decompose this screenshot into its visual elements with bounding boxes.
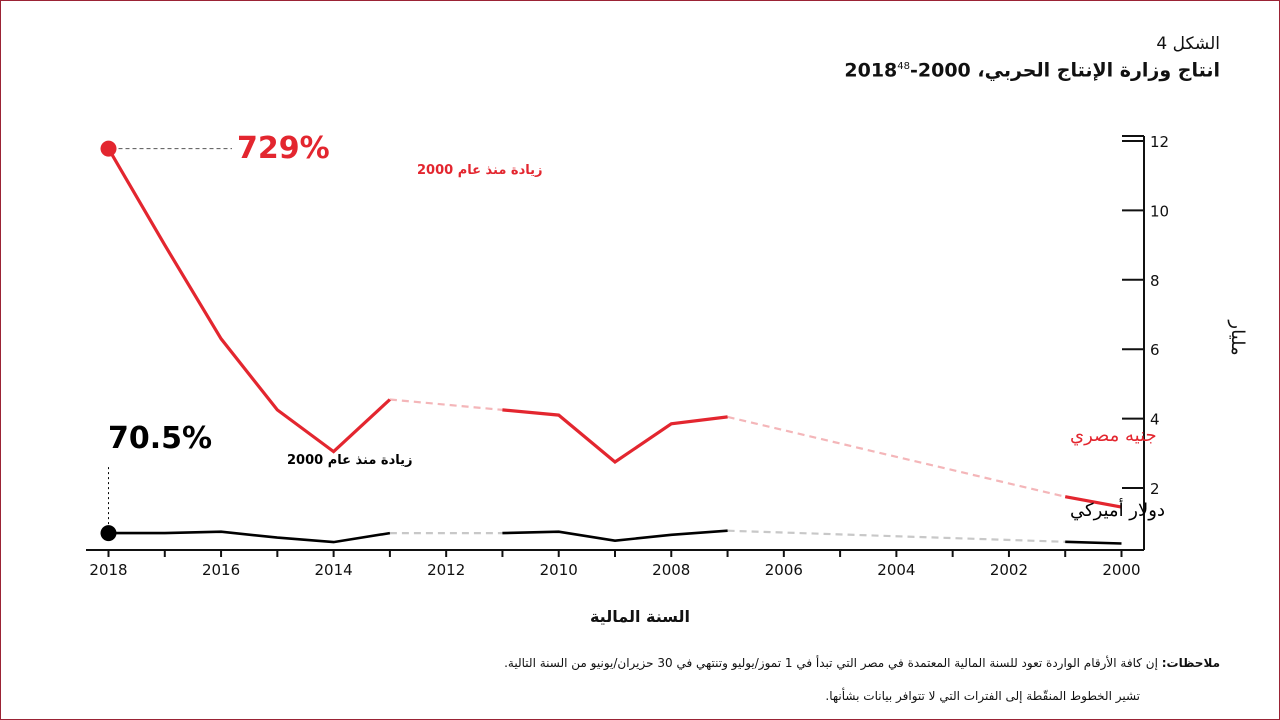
y-tick-label: 12	[1150, 133, 1169, 151]
footnote-ref: 48	[897, 61, 910, 72]
x-tick-label: 2000	[1102, 561, 1140, 579]
notes-line-2: تشير الخطوط المنقّطة إلى الفترات التي لا…	[80, 689, 1140, 703]
egp-line-segment	[107, 147, 391, 454]
y-tick-label: 8	[1150, 272, 1160, 290]
x-tick-label: 2008	[652, 561, 690, 579]
egp-line-segment	[502, 408, 728, 465]
notes-text-1: إن كافة الأرقام الواردة تعود للسنة المال…	[504, 656, 1158, 670]
x-tick-label: 2002	[990, 561, 1028, 579]
usd-series-label: دولار أميركي	[1070, 498, 1165, 521]
egp-dashed-segment	[389, 398, 503, 411]
y-tick-label: 6	[1150, 341, 1160, 359]
notes-line-1: ملاحظات: إن كافة الأرقام الواردة تعود لل…	[80, 656, 1220, 670]
usd-line-segment	[502, 529, 728, 543]
x-tick-label: 2006	[765, 561, 803, 579]
y-tick-label: 10	[1150, 202, 1169, 220]
usd-line-segment	[108, 530, 391, 544]
y-tick-label: 2	[1150, 480, 1160, 498]
usd-line-segment	[1065, 540, 1122, 545]
usd-annotation-text: زيادة منذ عام 2000	[287, 453, 413, 468]
usd-annotation-value: 70.5%	[108, 421, 212, 456]
x-tick-label: 2004	[877, 561, 915, 579]
x-tick-label: 2012	[427, 561, 465, 579]
x-tick-label: 2018	[89, 561, 127, 579]
notes-heading: ملاحظات:	[1161, 656, 1220, 670]
egp-line-segment	[1064, 495, 1122, 509]
figure-label: الشكل 4	[1156, 34, 1220, 54]
x-tick-label: 2010	[540, 561, 578, 579]
y-axis-title: مليار	[1227, 319, 1248, 355]
figure-title: انتاج وزارة الإنتاج الحربي، 2000-201848	[520, 55, 1220, 82]
usd-dashed-segment	[727, 529, 1066, 543]
notes-text-2: تشير الخطوط المنقّطة إلى الفترات التي لا…	[825, 689, 1140, 703]
x-axis-title: السنة المالية	[590, 607, 690, 626]
x-tick-label: 2016	[202, 561, 240, 579]
egp-annotation-value: 729%	[237, 131, 330, 166]
y-tick-label: 4	[1150, 411, 1160, 429]
egp-series-label: جنيه مصري	[1070, 425, 1157, 446]
egp-end-marker	[100, 140, 117, 157]
egp-dashed-segment	[727, 415, 1066, 498]
x-tick-label: 2014	[315, 561, 353, 579]
figure-header: الشكل 4 انتاج وزارة الإنتاج الحربي، 2000…	[520, 33, 1220, 82]
egp-annotation-text: زيادة منذ عام 2000	[417, 163, 543, 178]
usd-end-marker	[100, 525, 117, 542]
figure-title-text: انتاج وزارة الإنتاج الحربي، 2000-2018	[844, 59, 1220, 82]
